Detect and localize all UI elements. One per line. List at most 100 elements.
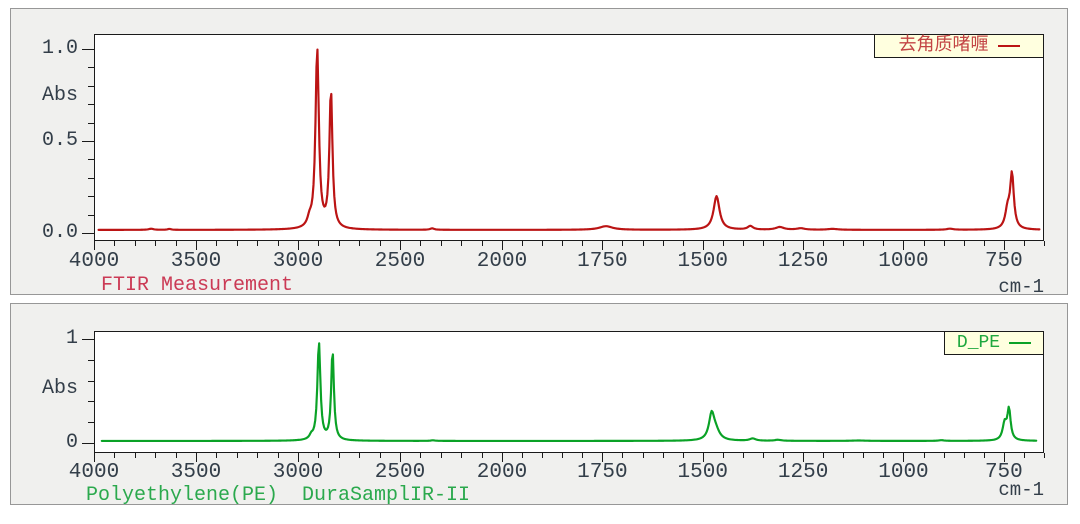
x-minor-tick	[236, 453, 238, 458]
x-tick-label: 1250	[777, 461, 829, 484]
x-minor-tick	[379, 453, 381, 458]
x-minor-tick	[622, 241, 624, 246]
spectrum-trace-green	[100, 342, 1038, 443]
x-minor-tick	[461, 453, 463, 458]
x-minor-tick	[114, 453, 116, 458]
x-minor-tick	[318, 453, 320, 458]
legend-box-sample[interactable]: 去角质啫喱	[874, 34, 1044, 58]
x-tick-label: 3500	[170, 461, 222, 484]
x-minor-tick	[943, 453, 945, 458]
y-minor-tick	[88, 85, 94, 87]
x-minor-tick	[155, 453, 157, 458]
caption-sample: FTIR Measurement	[101, 274, 294, 297]
spectrum-panel-sample: 去角质啫喱 FTIR Measurement cm-1 4000 3500 3000…	[10, 8, 1068, 298]
x-minor-tick	[1023, 453, 1025, 458]
y-minor-tick	[88, 159, 94, 161]
y-major-tick	[82, 443, 94, 444]
x-minor-tick	[1044, 241, 1045, 246]
x-minor-tick	[420, 453, 422, 458]
legend-series-label: D_PE	[956, 333, 1001, 353]
x-minor-tick	[175, 453, 177, 458]
x-minor-tick	[461, 241, 463, 246]
y-major-tick	[82, 49, 94, 50]
x-major-tick	[602, 453, 604, 462]
x-minor-tick	[1023, 241, 1025, 246]
plot-area-sample[interactable]: 去角质啫喱	[94, 34, 1044, 241]
plot-area-reference[interactable]: D_PE	[94, 331, 1044, 453]
x-tick-label: 1500	[677, 461, 728, 484]
x-minor-tick	[863, 241, 865, 246]
x-major-tick	[803, 241, 805, 250]
x-minor-tick	[277, 241, 279, 246]
x-minor-tick	[642, 453, 644, 458]
y-minor-tick	[88, 359, 94, 361]
x-minor-tick	[682, 453, 684, 458]
y-minor-tick	[88, 177, 94, 179]
y-minor-tick	[88, 214, 94, 216]
x-minor-tick	[843, 453, 845, 458]
x-minor-tick	[662, 241, 664, 246]
caption-reference: Polyethylene(PE) DuraSamplIR-II	[86, 484, 471, 507]
x-minor-tick	[216, 241, 218, 246]
x-major-tick	[1003, 453, 1005, 462]
x-minor-tick	[542, 453, 544, 458]
y-minor-tick	[88, 67, 94, 69]
x-major-tick	[1003, 241, 1005, 250]
y-tick-label: 0.5	[41, 129, 78, 152]
x-minor-tick	[983, 453, 985, 458]
x-tick-label: 1250	[777, 250, 829, 273]
x-minor-tick	[134, 241, 136, 246]
x-minor-tick	[114, 241, 116, 246]
x-minor-tick	[359, 241, 361, 246]
legend-line-sample-icon	[997, 45, 1020, 47]
y-tick-label: 0	[65, 431, 78, 454]
x-minor-tick	[943, 241, 945, 246]
x-minor-tick	[277, 453, 279, 458]
y-minor-tick	[88, 196, 94, 198]
x-tick-label: 1500	[677, 250, 728, 273]
x-minor-tick	[175, 241, 177, 246]
x-major-tick	[400, 241, 401, 250]
x-minor-tick	[823, 453, 825, 458]
x-minor-tick	[722, 453, 724, 458]
x-minor-tick	[338, 241, 340, 246]
y-tick-label: 1	[65, 327, 78, 350]
x-minor-tick	[883, 453, 885, 458]
legend-box-reference[interactable]: D_PE	[944, 331, 1044, 355]
x-minor-tick	[883, 241, 885, 246]
x-tick-label: 2500	[374, 461, 426, 484]
x-minor-tick	[359, 453, 361, 458]
x-tick-label: 2000	[476, 250, 528, 273]
y-tick-label: 1.0	[41, 37, 78, 60]
x-tick-label: 4000	[68, 461, 120, 484]
spectrum-svg-sample	[97, 48, 1041, 231]
x-major-tick	[94, 453, 95, 462]
x-major-tick	[903, 453, 905, 462]
spectrum-trace-red	[97, 48, 1041, 231]
x-minor-tick	[440, 241, 442, 246]
x-major-tick	[702, 241, 704, 250]
x-minor-tick	[742, 241, 744, 246]
legend-line-sample-icon	[1009, 342, 1032, 344]
x-minor-tick	[682, 241, 684, 246]
x-minor-tick	[257, 241, 259, 246]
x-tick-label: 2000	[476, 461, 528, 484]
x-major-tick	[196, 453, 197, 462]
x-minor-tick	[783, 453, 785, 458]
x-minor-tick	[843, 241, 845, 246]
y-major-tick	[82, 141, 94, 142]
x-major-tick	[94, 241, 95, 250]
x-axis-unit-label: cm-1	[998, 276, 1044, 298]
y-major-tick	[82, 339, 94, 340]
x-minor-tick	[1044, 453, 1045, 458]
x-minor-tick	[379, 241, 381, 246]
x-minor-tick	[562, 453, 564, 458]
x-tick-label: 1000	[878, 461, 929, 484]
x-minor-tick	[762, 453, 764, 458]
x-major-tick	[502, 453, 503, 462]
x-tick-label: 750	[984, 250, 1023, 273]
x-minor-tick	[522, 241, 524, 246]
x-minor-tick	[823, 241, 825, 246]
x-minor-tick	[762, 241, 764, 246]
x-major-tick	[702, 453, 704, 462]
